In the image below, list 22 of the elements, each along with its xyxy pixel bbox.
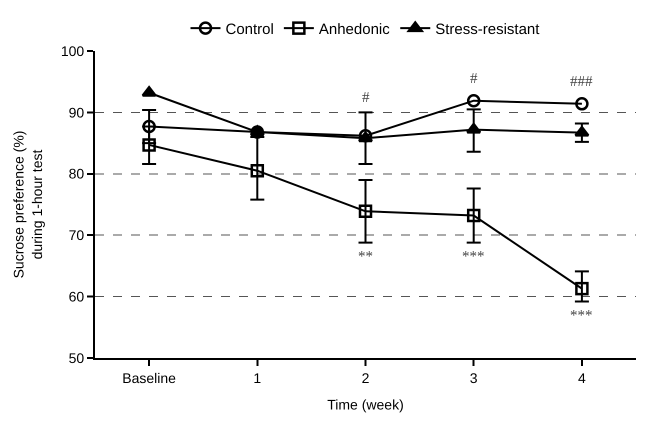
legend-label: Control [226,20,274,38]
x-tick-label: 1 [253,370,262,386]
y-tick-label: 50 [68,350,84,366]
x-tick-label: 3 [470,370,478,386]
y-tick-label: 100 [60,42,84,59]
annotation: # [362,90,370,106]
annotation: *** [462,249,484,265]
y-tick-label: 80 [68,166,84,182]
x-tick-label: 4 [578,370,586,386]
x-axis-title: Time (week) [327,396,404,413]
legend-label: Stress-resistant [435,20,540,38]
annotation: # [470,71,478,87]
x-tick-label: 2 [362,370,370,386]
x-tick-label: Baseline [122,370,176,386]
y-tick-label: 90 [68,104,84,120]
y-tick-label: 70 [68,227,84,244]
y-tick-label: 60 [68,288,84,304]
annotation: ### [570,74,593,90]
y-axis-title: Sucrose preference (%) during 1-hour test [10,130,45,278]
annotation: *** [570,308,592,324]
annotation: ** [358,249,373,265]
legend-label: Anhedonic [318,20,390,38]
